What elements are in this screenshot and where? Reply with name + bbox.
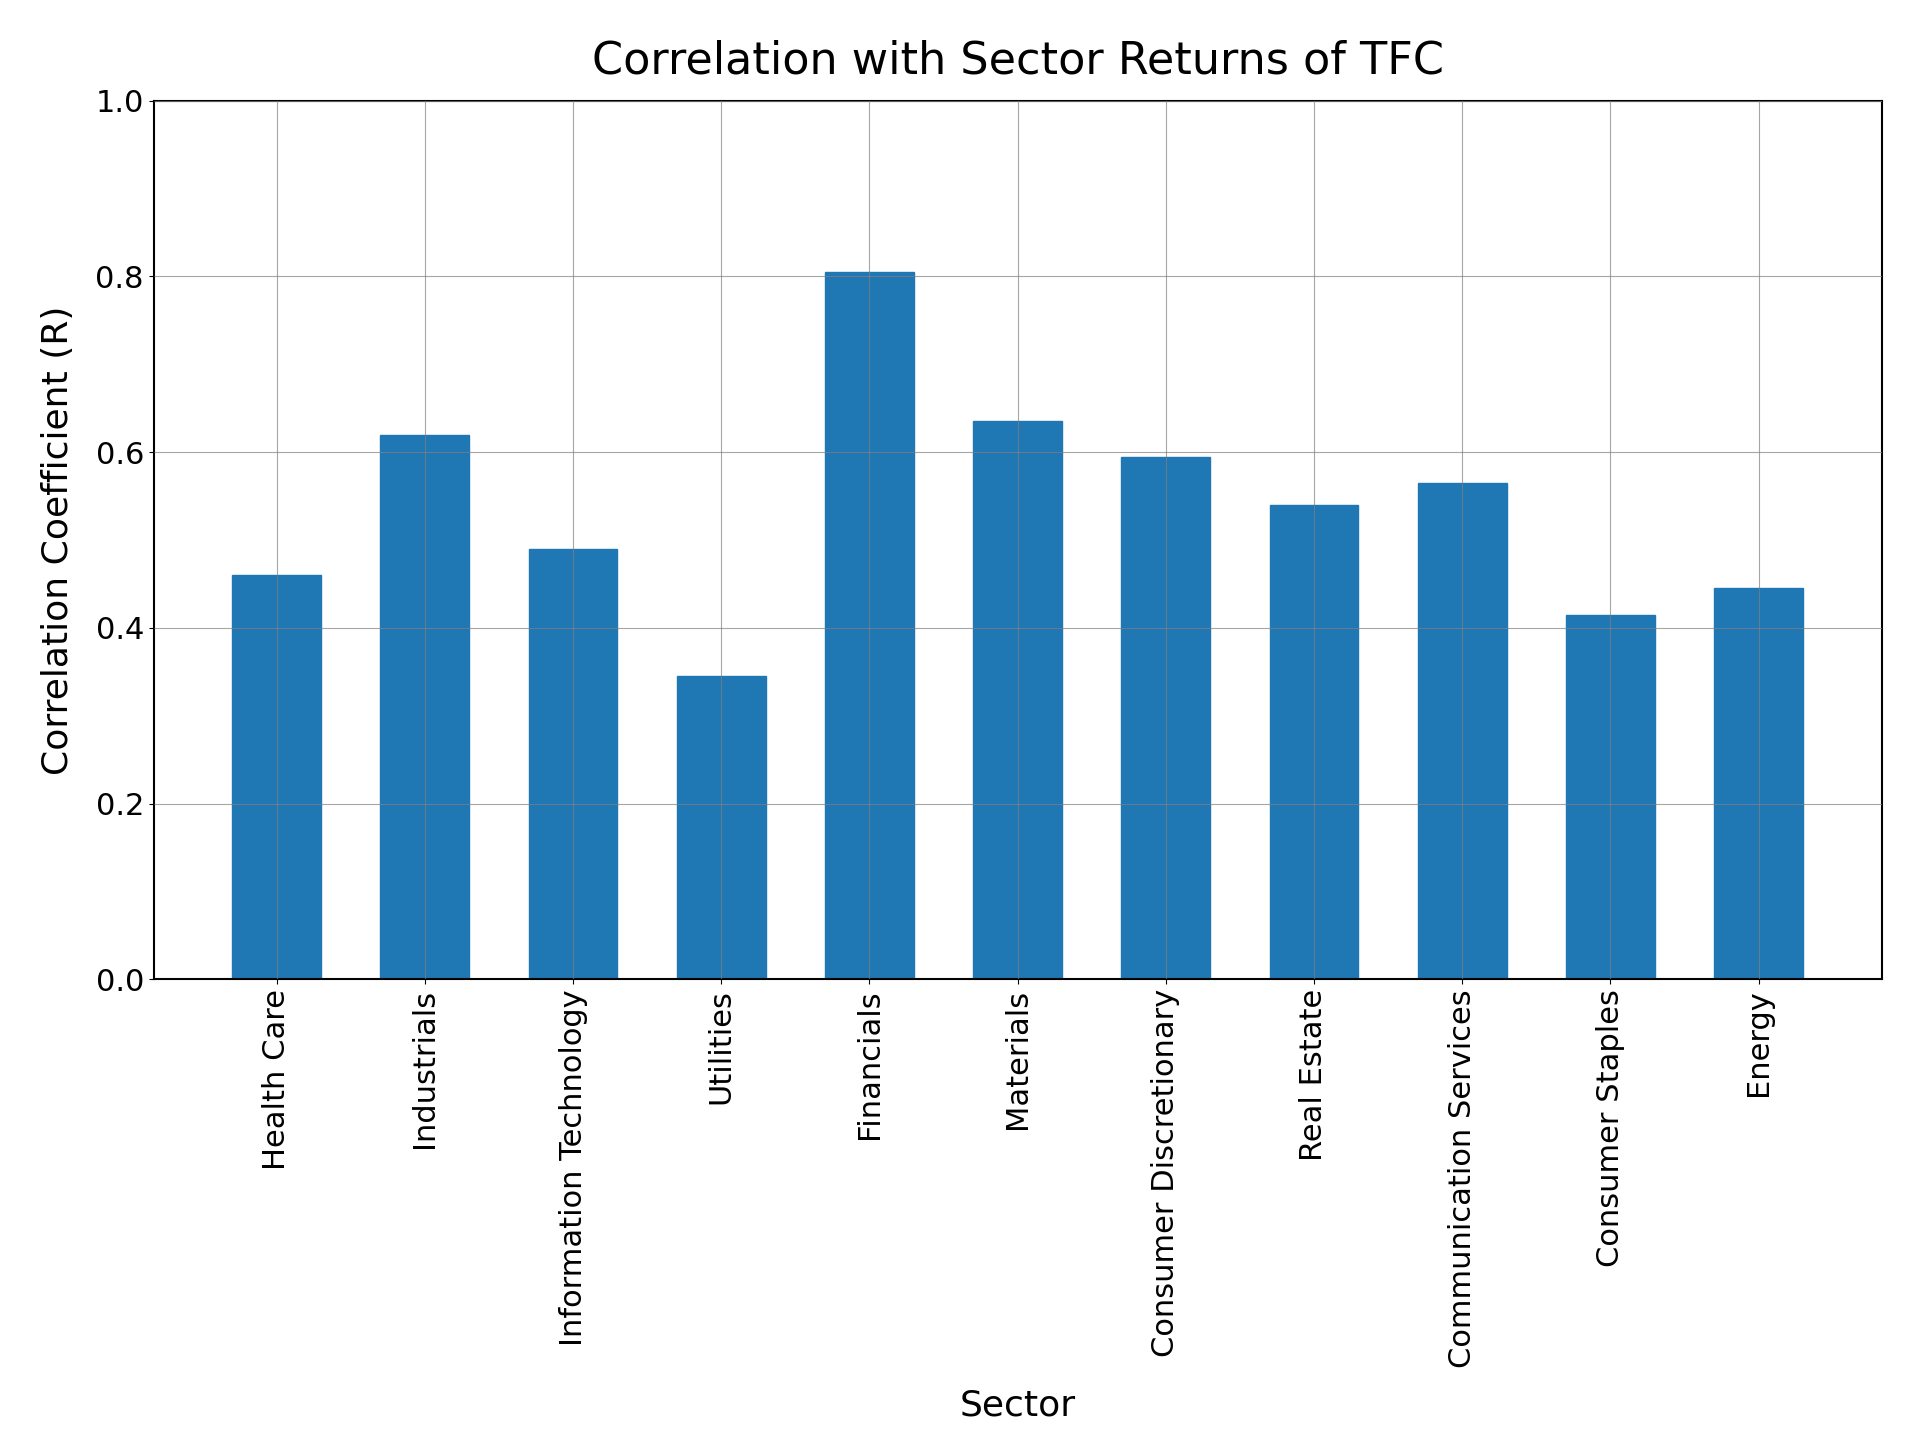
Bar: [973, 422, 1062, 979]
Bar: [380, 435, 468, 979]
Bar: [528, 549, 618, 979]
Bar: [1567, 615, 1655, 979]
Bar: [232, 575, 321, 979]
Bar: [1121, 456, 1210, 979]
Bar: [826, 272, 914, 979]
Bar: [1417, 482, 1507, 979]
X-axis label: Sector: Sector: [960, 1388, 1075, 1423]
Bar: [1269, 505, 1359, 979]
Bar: [1715, 589, 1803, 979]
Title: Correlation with Sector Returns of TFC: Correlation with Sector Returns of TFC: [591, 39, 1444, 82]
Bar: [676, 677, 766, 979]
Y-axis label: Correlation Coefficient (R): Correlation Coefficient (R): [40, 305, 75, 775]
